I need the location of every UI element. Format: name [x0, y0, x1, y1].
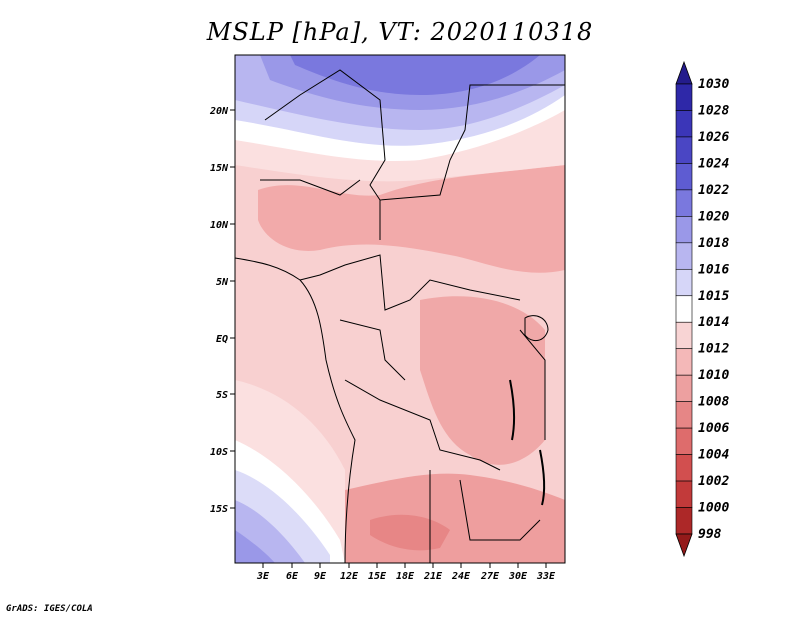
- lon-tick-label: 9E: [314, 571, 327, 582]
- colorbar-level-label: 998: [698, 527, 722, 542]
- colorbar-level-label: 1028: [698, 103, 729, 118]
- colorbar-level-label: 1002: [698, 474, 729, 489]
- colorbar-level-label: 1018: [698, 236, 729, 251]
- colorbar-level-label: 1014: [698, 315, 729, 330]
- colorbar-level-label: 1000: [698, 501, 729, 516]
- grads-credit: GrADS: IGES/COLA: [6, 604, 93, 614]
- field-1018-southwest: [235, 530, 275, 563]
- colorbar-level-label: 1008: [698, 395, 729, 410]
- colorbar: 1030 1028 1026 1024 1022 1020 1018 1016 1015 1014…: [675, 60, 729, 558]
- colorbar-level-label: 1030: [698, 77, 729, 92]
- lon-tick-label: 18E: [396, 571, 415, 582]
- colorbar-level-label: 1004: [698, 448, 729, 463]
- lon-tick-label: 30E: [508, 571, 528, 582]
- colorbar-swatch: [675, 348, 693, 376]
- border-lines: [260, 69, 565, 563]
- lat-tick-label: EQ: [216, 334, 228, 345]
- colorbar-level-label: 1015: [698, 289, 729, 304]
- lon-tick-label: 12E: [340, 571, 359, 582]
- colorbar-swatch: [675, 427, 693, 455]
- colorbar-swatch: [675, 189, 693, 217]
- colorbar-level-label: 1006: [698, 421, 729, 436]
- colorbar-swatch: [675, 83, 693, 111]
- lon-tick-label: 6E: [286, 571, 299, 582]
- colorbar-level-label: 1022: [698, 183, 729, 198]
- lat-tick-label: 15S: [210, 504, 228, 515]
- colorbar-swatch: [675, 454, 693, 482]
- colorbar-top-arrow: [675, 60, 693, 85]
- map-frame: [234, 54, 566, 564]
- colorbar-swatch: [675, 163, 693, 191]
- lon-tick-label: 3E: [256, 571, 270, 582]
- lat-tick-label: 15N: [210, 163, 229, 174]
- colorbar-swatch: [675, 321, 693, 350]
- lat-tick-label: 20N: [209, 106, 229, 117]
- colorbar-swatch: [675, 136, 693, 164]
- colorbar-level-label: 1026: [698, 130, 729, 145]
- lon-tick-label: 27E: [480, 571, 500, 582]
- colorbar-level-label: 1020: [698, 209, 729, 224]
- field-1012-north: [235, 95, 565, 182]
- colorbar-bottom-arrow: [675, 533, 693, 558]
- map-panel: 20N 15N 10N 5N EQ 5S 10S 15S 3E 6E 9E 12…: [209, 54, 566, 582]
- colorbar-level-label: 1016: [698, 262, 729, 277]
- lon-tick-label: 21E: [423, 571, 443, 582]
- lake-malawi: [539, 449, 546, 506]
- lon-tick-label: 33E: [536, 571, 556, 582]
- field-1014-north: [235, 80, 565, 161]
- colorbar-swatch: [675, 295, 693, 323]
- lon-axis: 3E 6E 9E 12E 15E 18E 21E 24E 27E 30E 33E: [256, 563, 556, 582]
- colorbar-swatch: [675, 401, 693, 429]
- colorbar-level-label: 1012: [698, 342, 729, 357]
- lake-victoria: [524, 315, 549, 342]
- map-title: MSLP [hPa], VT: 2020110318: [206, 18, 594, 46]
- field-1008-north: [258, 165, 565, 273]
- lat-tick-label: 5N: [216, 277, 229, 288]
- lat-tick-label: 10S: [210, 447, 228, 458]
- lon-tick-label: 15E: [368, 571, 387, 582]
- lat-tick-label: 10N: [210, 220, 229, 231]
- colorbar-swatch: [675, 480, 693, 508]
- lon-tick-label: 24E: [451, 571, 471, 582]
- colorbar-swatch: [675, 216, 693, 244]
- colorbar-swatch: [675, 374, 693, 402]
- colorbar-swatch: [675, 268, 693, 297]
- colorbar-swatch: [675, 110, 693, 138]
- lat-tick-label: 5S: [216, 390, 228, 401]
- coastline: [234, 257, 356, 564]
- colorbar-swatch: [675, 507, 693, 535]
- lake-tanganyika: [509, 379, 516, 441]
- lat-axis: 20N 15N 10N 5N EQ 5S 10S 15S: [209, 106, 235, 515]
- colorbar-swatch: [675, 242, 693, 270]
- colorbar-level-label: 1024: [698, 156, 729, 171]
- colorbar-level-label: 1010: [698, 368, 729, 383]
